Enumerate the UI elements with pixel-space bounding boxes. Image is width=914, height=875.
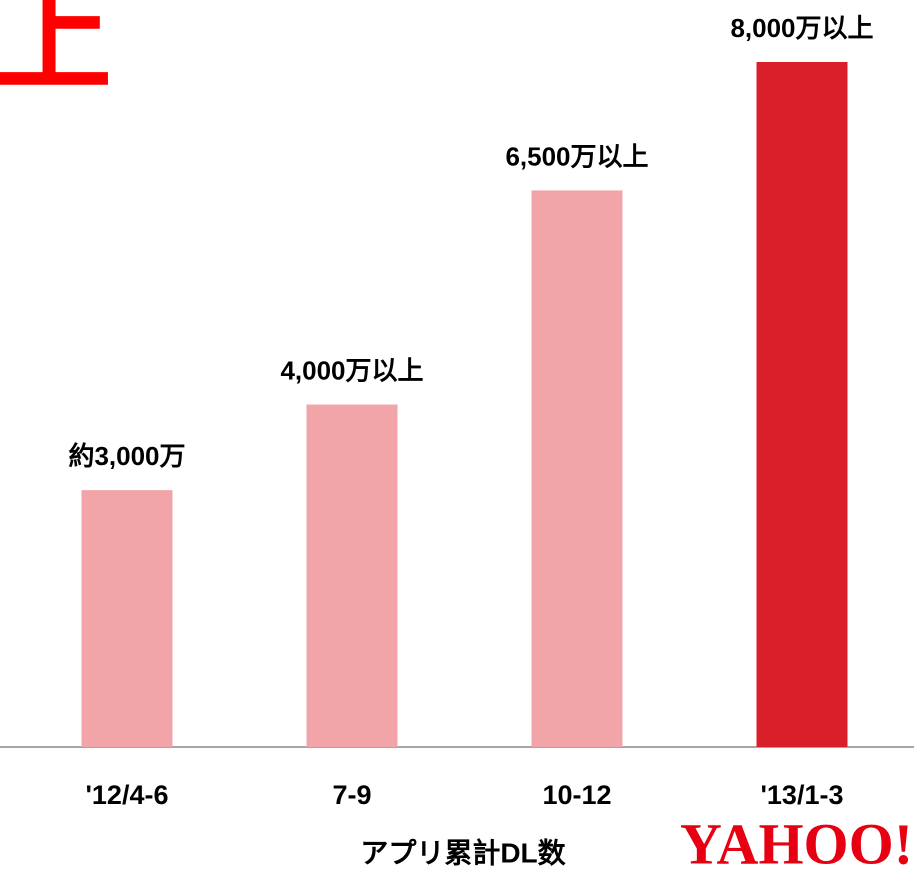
bar <box>531 190 623 747</box>
bar <box>306 404 398 747</box>
value-label: 8,000万以上 <box>730 13 873 43</box>
heading: 上 <box>0 0 112 105</box>
x-tick-label: '13/1-3 <box>761 780 844 810</box>
x-tick-label: 7-9 <box>332 780 371 810</box>
x-axis-label: アプリ累計DL数 <box>360 836 566 868</box>
x-tick-label: '12/4-6 <box>86 780 169 810</box>
value-label: 4,000万以上 <box>280 355 423 385</box>
logo: YAHOO! <box>680 811 913 875</box>
value-label: 約3,000万 <box>68 441 185 471</box>
bar <box>81 490 173 747</box>
x-tick-label: 10-12 <box>542 780 611 810</box>
value-label: 6,500万以上 <box>505 141 648 171</box>
bar <box>756 62 848 747</box>
